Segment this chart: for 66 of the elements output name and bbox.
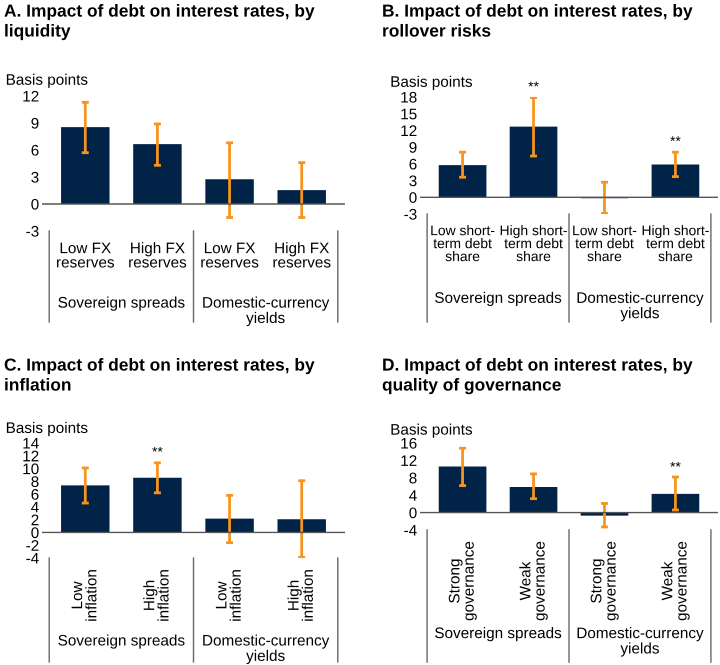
y-tick-label: -4: [26, 553, 39, 564]
chart-title: B. Impact of debt on interest rates, by rollover risks: [383, 4, 693, 37]
x-tick-label: Low short- term debt share: [573, 225, 636, 262]
chart-title: C. Impact of debt on interest rates, by inflation: [4, 358, 315, 391]
y-tick-label: 3: [409, 175, 417, 186]
y-tick-label: -3: [26, 226, 39, 237]
y-tick-label: 8: [31, 476, 39, 488]
y-tick-label: 12: [401, 455, 416, 466]
y-axis-title: Basis points: [6, 422, 88, 436]
y-tick-label: 0: [31, 198, 39, 210]
y-tick-label: 2: [31, 514, 38, 526]
y-tick-label: 9: [409, 142, 416, 153]
data-label: **: [528, 82, 539, 86]
x-tick-label: Strong governance: [448, 542, 477, 620]
x-tick-label: High FX reserves: [273, 242, 330, 268]
y-tick-label: 12: [23, 90, 38, 102]
y-tick-label: 6: [32, 488, 39, 500]
y-tick-label: 6: [32, 144, 39, 156]
y-tick-label: 14: [23, 438, 39, 449]
y-tick-label: -3: [404, 208, 417, 220]
x-tick-label: Weak governance: [519, 542, 548, 620]
y-axis-title: Basis points: [391, 76, 472, 90]
data-label: **: [670, 462, 681, 467]
y-tick-label: 15: [401, 108, 417, 120]
y-tick-label: 0: [409, 507, 417, 518]
y-tick-label: 18: [401, 92, 417, 103]
y-tick-label: 0: [409, 192, 417, 203]
y-tick-label: 3: [31, 172, 39, 183]
text: Sovereign spreads: [58, 634, 185, 649]
data-label: **: [152, 446, 163, 452]
x-tick-label: Low FX reserves: [57, 242, 114, 268]
y-tick-label: 4: [409, 490, 417, 501]
y-tick-label: 16: [401, 438, 417, 449]
chart-title: A. Impact of debt on interest rates, by liquidity: [4, 4, 315, 40]
y-axis-title: Basis points: [391, 424, 472, 438]
text: Domestic-currency yields: [578, 292, 704, 322]
x-tick-label: High FX reserves: [129, 242, 186, 268]
y-tick-label: 4: [31, 502, 39, 512]
text: Sovereign spreads: [435, 292, 562, 306]
text: Sovereign spreads: [58, 296, 185, 311]
y-tick-label: 12: [401, 125, 416, 136]
y-tick-label: 0: [31, 527, 39, 538]
text: Domestic-currency yields: [203, 634, 330, 664]
x-tick-label: Low inflation: [72, 570, 97, 621]
x-tick-label: Low short- term debt share: [431, 225, 494, 262]
x-tick-label: High inflation: [143, 570, 169, 621]
x-tick-label: High inflation: [287, 570, 313, 621]
y-tick-label: 6: [410, 158, 417, 170]
x-tick-label: Weak governance: [661, 542, 690, 620]
text: Sovereign spreads: [435, 627, 562, 642]
y-tick-label: -4: [404, 525, 417, 536]
y-tick-label: 10: [23, 463, 39, 474]
data-label: **: [670, 136, 681, 142]
x-tick-label: Strong governance: [590, 542, 619, 620]
y-tick-label: 12: [23, 450, 38, 462]
x-tick-label: High short- term debt share: [500, 225, 567, 262]
y-tick-label: -2: [26, 540, 38, 551]
text: Domestic-currency yields: [578, 627, 704, 657]
x-tick-label: Low inflation: [216, 570, 241, 621]
chart-title: D. Impact of debt on interest rates, by quality of governance: [382, 358, 693, 394]
y-axis-title: Basis points: [6, 74, 88, 88]
y-tick-label: 8: [409, 472, 417, 484]
x-tick-label: High short- term debt share: [642, 225, 709, 262]
y-tick-label: 9: [31, 118, 38, 129]
x-tick-label: Low FX reserves: [201, 242, 258, 268]
text: Domestic-currency yields: [203, 296, 330, 326]
